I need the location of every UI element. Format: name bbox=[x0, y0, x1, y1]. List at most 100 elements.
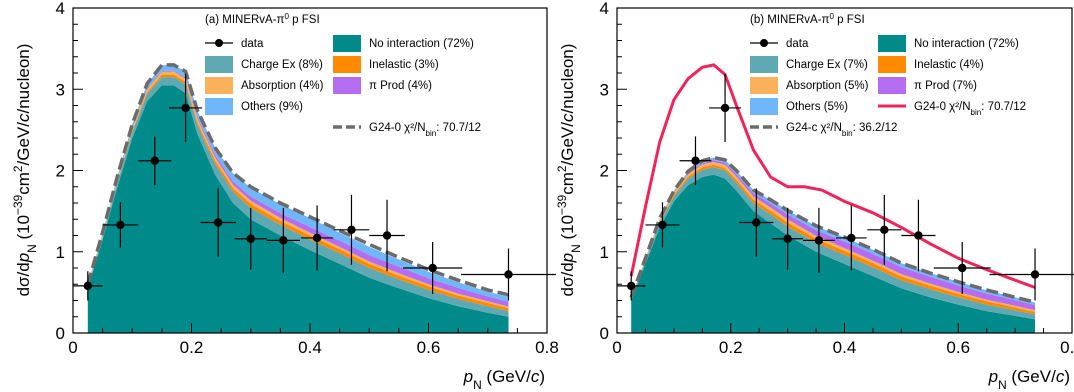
data-marker bbox=[914, 231, 923, 240]
legend-label: G24-c χ²/Nbin: 36.2/12 bbox=[786, 122, 897, 138]
legend-entry-data: data bbox=[750, 38, 809, 50]
legend-label: Charge Ex (7%) bbox=[786, 59, 868, 71]
data-point bbox=[835, 205, 867, 271]
legend-label: Others (5%) bbox=[786, 101, 848, 113]
data-marker bbox=[958, 263, 967, 273]
data-marker bbox=[312, 233, 322, 243]
panel-label: (b) MINERvA-π0 p FSI bbox=[750, 12, 865, 27]
data-point bbox=[301, 205, 334, 271]
data-marker bbox=[213, 218, 223, 227]
model-line bbox=[86, 63, 509, 297]
y-tick-label: 0 bbox=[600, 324, 609, 343]
data-marker bbox=[504, 270, 513, 279]
legend-entry-inelastic: Inelastic (3%) bbox=[333, 56, 439, 73]
x-tick-label: 0.4 bbox=[833, 338, 857, 357]
legend-swatch bbox=[750, 77, 778, 94]
legend-label: Charge Ex (8%) bbox=[241, 59, 323, 71]
data-marker bbox=[847, 233, 856, 243]
y-tick-label: 3 bbox=[600, 80, 609, 99]
legend-swatch bbox=[205, 56, 233, 73]
data-point bbox=[403, 242, 463, 294]
x-tick-label: 0.6 bbox=[946, 338, 970, 357]
data-marker bbox=[382, 231, 392, 240]
area-no-interaction bbox=[87, 85, 509, 333]
legend-entry-others: Others (5%) bbox=[750, 98, 848, 115]
legend-entry-pi-prod: π Prod (4%) bbox=[333, 77, 432, 94]
data-point bbox=[739, 188, 774, 257]
legend-entry-inelastic: Inelastic (4%) bbox=[878, 56, 984, 73]
data-point bbox=[867, 194, 902, 265]
data-point bbox=[709, 73, 741, 143]
data-point bbox=[234, 207, 267, 270]
data-point bbox=[461, 248, 556, 301]
legend: (a) MINERvA-π0 p FSI data Charge Ex (8%) Ab… bbox=[205, 12, 481, 138]
legend-entry-absorption: Absorption (4%) bbox=[205, 77, 324, 94]
legend-label: Inelastic (3%) bbox=[369, 59, 439, 71]
plot-area bbox=[629, 63, 1036, 333]
data-marker bbox=[1030, 270, 1040, 279]
data-marker bbox=[880, 225, 889, 235]
legend-label: No interaction (72%) bbox=[369, 38, 474, 50]
model-line bbox=[629, 155, 1036, 304]
data-marker bbox=[627, 281, 636, 291]
legend-entry-model-line: G24-0 χ²/Nbin: 70.7/12 bbox=[333, 122, 481, 138]
chart-panel-b: 0 0.2 0.4 0.6 0.8 0 1 2 3 4 pN (GeV/c) dσ/dpN (10−3… bbox=[555, 0, 1074, 392]
y-tick-label: 4 bbox=[600, 0, 609, 18]
plot-area bbox=[86, 63, 509, 333]
data-point bbox=[138, 136, 172, 186]
panel-label: (a) MINERvA-π0 p FSI bbox=[205, 12, 320, 27]
data-point bbox=[933, 242, 991, 294]
legend-swatch bbox=[878, 35, 906, 52]
data-point bbox=[168, 73, 203, 143]
data-point bbox=[989, 248, 1074, 301]
legend-entry-no-interaction: No interaction (72%) bbox=[333, 35, 474, 52]
data-marker bbox=[691, 156, 700, 165]
data-point bbox=[200, 188, 236, 257]
legend-label: Absorption (4%) bbox=[241, 80, 324, 92]
data-point bbox=[333, 194, 370, 265]
legend-entry-no-interaction: No interaction (72%) bbox=[878, 35, 1019, 52]
legend-swatch bbox=[333, 35, 361, 52]
y-tick-label: 2 bbox=[56, 162, 65, 181]
data-marker bbox=[428, 263, 437, 273]
y-tick-label: 3 bbox=[56, 80, 65, 99]
legend: (b) MINERvA-π0 p FSI data Charge Ex (7%) Ab… bbox=[750, 12, 1026, 138]
legend-entry-others: Others (9%) bbox=[205, 98, 303, 115]
legend-entry-absorption: Absorption (5%) bbox=[750, 77, 869, 94]
legend-label: π Prod (7%) bbox=[914, 80, 977, 92]
data-marker bbox=[814, 236, 824, 245]
data-marker bbox=[150, 156, 159, 165]
x-tick-label: 0 bbox=[68, 338, 77, 357]
y-tick-label: 1 bbox=[600, 243, 609, 262]
legend-entry-pi-prod: π Prod (7%) bbox=[878, 77, 977, 94]
x-tick-label: 0 bbox=[612, 338, 621, 357]
legend-swatch bbox=[205, 77, 233, 94]
y-axis-title: dσ/dpN (10−39cm2/GeV/c/nucleon) bbox=[11, 44, 39, 297]
legend-swatch bbox=[333, 56, 361, 73]
y-tick-label: 1 bbox=[56, 243, 65, 262]
legend-marker bbox=[215, 39, 223, 47]
legend-swatch bbox=[333, 77, 361, 94]
legend-swatch bbox=[878, 56, 906, 73]
legend-label: Inelastic (4%) bbox=[914, 59, 984, 71]
data-marker bbox=[181, 103, 190, 113]
legend-label: π Prod (4%) bbox=[369, 80, 432, 92]
reference-line-g24-0 bbox=[629, 63, 1036, 289]
data-point bbox=[369, 199, 405, 272]
data-point bbox=[645, 202, 680, 248]
x-tick-label: 0.4 bbox=[298, 338, 322, 357]
legend-label: Absorption (5%) bbox=[786, 80, 869, 92]
x-tick-label: 0.2 bbox=[719, 338, 743, 357]
y-axis-title: dσ/dpN (10−39cm2/GeV/c/nucleon) bbox=[555, 44, 583, 297]
chart-panel-a: 0 0.2 0.4 0.6 0.8 0 1 2 3 4 pN (GeV/c) dσ/dpN (10−3… bbox=[11, 0, 559, 392]
legend-label: G24-0 χ²/Nbin: 70.7/12 bbox=[369, 122, 481, 138]
data-marker bbox=[279, 236, 288, 245]
x-axis-title: pN (GeV/c) bbox=[463, 367, 545, 392]
data-marker bbox=[246, 234, 255, 243]
legend-entry-charge-ex: Charge Ex (7%) bbox=[750, 56, 868, 73]
data-point bbox=[73, 271, 103, 301]
y-tick-label: 4 bbox=[56, 0, 65, 18]
x-axis-title: pN (GeV/c) bbox=[988, 367, 1070, 392]
x-tick-label: 0.2 bbox=[180, 338, 204, 357]
